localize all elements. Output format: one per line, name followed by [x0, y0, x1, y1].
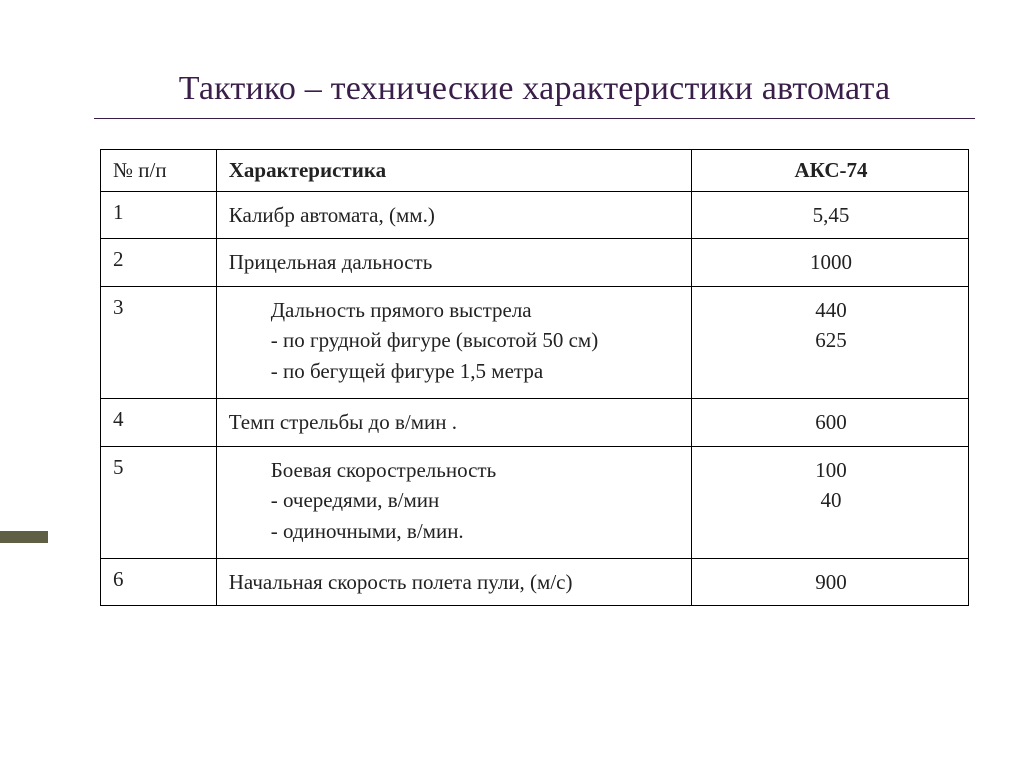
char-main: Калибр автомата, (мм.) [229, 203, 435, 227]
char-sub: - по грудной фигуре (высотой 50 см) [229, 325, 681, 355]
value-line: 900 [815, 570, 847, 594]
cell-characteristic: Темп стрельбы до в/мин . [216, 399, 691, 446]
cell-value: 900 [692, 558, 969, 605]
value-line: 40 [821, 488, 842, 512]
table-row: 2 Прицельная дальность 1000 [101, 239, 969, 286]
cell-characteristic: Прицельная дальность [216, 239, 691, 286]
table-row: 6 Начальная скорость полета пули, (м/с) 90… [101, 558, 969, 605]
table-row: 4 Темп стрельбы до в/мин . 600 [101, 399, 969, 446]
table-row: 3Дальность прямого выстрела- по грудной … [101, 286, 969, 398]
cell-value: 600 [692, 399, 969, 446]
page-title: Тактико – технические характеристики авт… [100, 70, 969, 108]
char-main: Темп стрельбы до в/мин . [229, 410, 457, 434]
cell-characteristic: Боевая скорострельность- очередями, в/ми… [216, 446, 691, 558]
cell-number: 3 [101, 286, 217, 398]
cell-value: 440625 [692, 286, 969, 398]
cell-number: 6 [101, 558, 217, 605]
specs-table: № п/п Характеристика АКС-74 1 Калибр авто… [100, 149, 969, 606]
cell-value: 5,45 [692, 192, 969, 239]
table-row: 5Боевая скорострельность- очередями, в/м… [101, 446, 969, 558]
table-header-row: № п/п Характеристика АКС-74 [101, 150, 969, 192]
accent-bar [0, 531, 48, 543]
cell-value: 1000 [692, 239, 969, 286]
cell-number: 5 [101, 446, 217, 558]
char-main: Прицельная дальность [229, 250, 433, 274]
value-line: 625 [815, 328, 847, 352]
slide-content: Тактико – технические характеристики авт… [0, 0, 1024, 646]
header-characteristic: Характеристика [216, 150, 691, 192]
value-line: 600 [815, 410, 847, 434]
header-value: АКС-74 [692, 150, 969, 192]
cell-characteristic: Калибр автомата, (мм.) [216, 192, 691, 239]
value-line: 5,45 [813, 203, 850, 227]
header-number: № п/п [101, 150, 217, 192]
cell-number: 4 [101, 399, 217, 446]
value-line: 100 [815, 458, 847, 482]
char-sub: - по бегущей фигуре 1,5 метра [229, 356, 681, 386]
table-row: 1 Калибр автомата, (мм.) 5,45 [101, 192, 969, 239]
char-main: Начальная скорость полета пули, (м/с) [229, 570, 573, 594]
char-main: Боевая скорострельность [229, 455, 681, 485]
char-main: Дальность прямого выстрела [229, 295, 681, 325]
char-sub: - одиночными, в/мин. [229, 516, 681, 546]
cell-value: 10040 [692, 446, 969, 558]
value-line: 440 [815, 298, 847, 322]
table-body: 1 Калибр автомата, (мм.) 5,45 2 Прицельная д… [101, 192, 969, 606]
cell-characteristic: Дальность прямого выстрела- по грудной ф… [216, 286, 691, 398]
value-line: 1000 [810, 250, 852, 274]
title-underline [94, 118, 975, 119]
char-sub: - очередями, в/мин [229, 485, 681, 515]
cell-characteristic: Начальная скорость полета пули, (м/с) [216, 558, 691, 605]
cell-number: 1 [101, 192, 217, 239]
cell-number: 2 [101, 239, 217, 286]
